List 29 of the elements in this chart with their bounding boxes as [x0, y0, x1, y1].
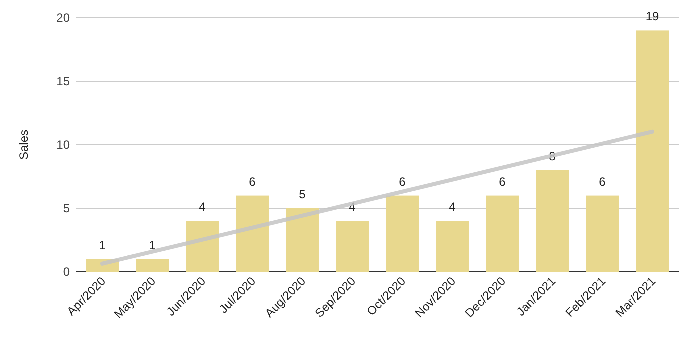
bar	[336, 221, 369, 272]
bar	[486, 196, 519, 272]
bar	[386, 196, 419, 272]
bar	[436, 221, 469, 272]
bar	[536, 170, 569, 272]
data-label: 8	[549, 149, 556, 164]
data-label: 6	[249, 174, 256, 189]
data-label: 5	[299, 188, 306, 202]
y-axis-title: Sales	[17, 130, 31, 160]
data-label: 4	[349, 200, 356, 214]
bar	[236, 196, 269, 272]
y-tick-label: 20	[56, 11, 70, 25]
data-label: 4	[199, 200, 206, 214]
y-tick-label: 15	[56, 74, 70, 88]
data-label: 1	[149, 238, 156, 252]
data-label: 6	[499, 174, 506, 189]
bar	[286, 208, 319, 272]
data-label: 1	[99, 238, 106, 252]
data-label: 19	[646, 10, 660, 24]
y-tick-label: 5	[63, 202, 70, 216]
data-label: 6	[399, 174, 406, 189]
bar	[186, 221, 219, 272]
y-tick-label: 10	[56, 138, 70, 152]
data-label: 4	[449, 200, 456, 214]
data-label: 6	[599, 174, 606, 189]
y-tick-label: 0	[63, 265, 70, 279]
bar	[136, 259, 169, 272]
bar	[586, 196, 619, 272]
bar	[636, 30, 669, 272]
